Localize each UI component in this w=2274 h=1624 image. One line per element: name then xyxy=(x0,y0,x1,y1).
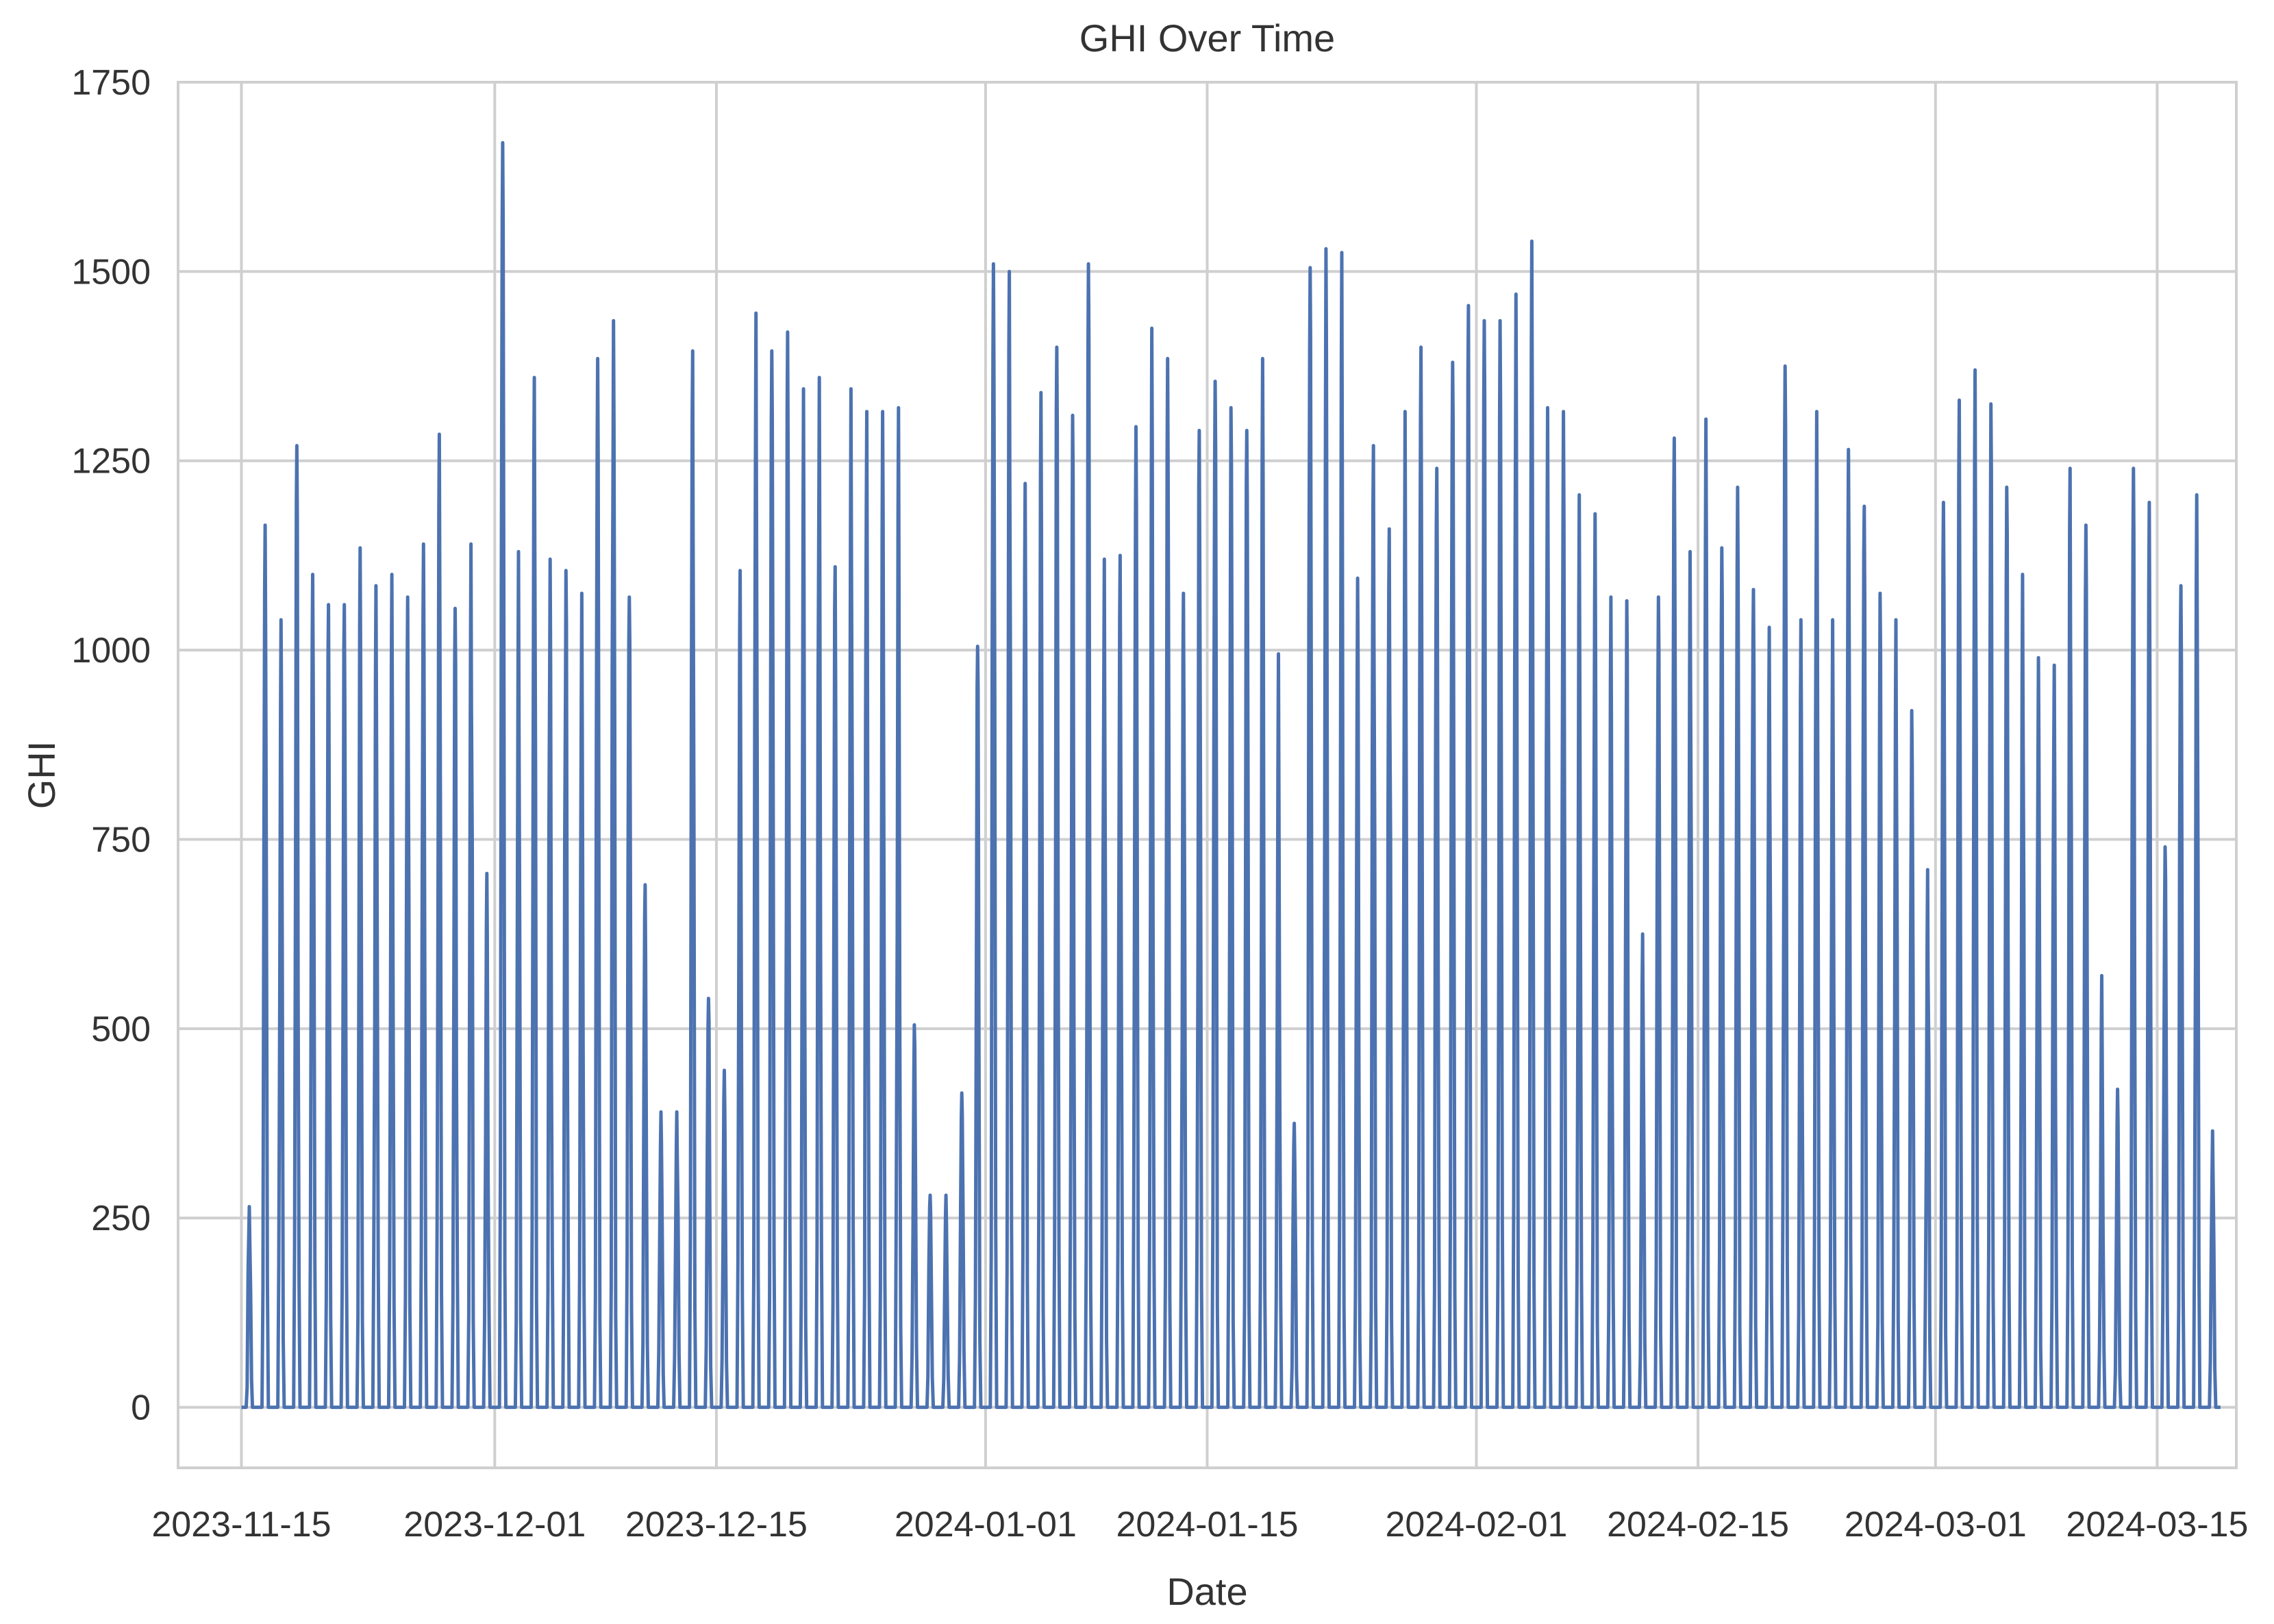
x-tick-label: 2024-02-01 xyxy=(1385,1505,1567,1545)
ghi-series-line-0 xyxy=(241,140,2221,1410)
series-layer xyxy=(241,140,2221,1410)
plot-frame xyxy=(177,81,2238,1469)
y-tick-label: 1500 xyxy=(71,252,151,292)
x-tick-label: 2023-11-15 xyxy=(151,1505,331,1545)
x-tick-label: 2024-03-01 xyxy=(1845,1505,2027,1545)
y-tick-label: 0 xyxy=(131,1388,151,1428)
x-gridlines xyxy=(240,82,2159,1468)
x-tick-label: 2024-02-15 xyxy=(1607,1505,1789,1545)
y-tick-label: 750 xyxy=(91,820,151,860)
x-tick-label: 2024-03-15 xyxy=(2066,1505,2248,1545)
x-tick-label: 2023-12-01 xyxy=(403,1505,586,1545)
y-tick-label: 1250 xyxy=(71,442,151,482)
x-axis-title: Date xyxy=(1166,1570,1247,1613)
x-tick-labels: 2023-11-15 2023-12-01 2023-12-15 2024-01-01… xyxy=(151,1505,2248,1545)
x-tick-label: 2024-01-01 xyxy=(895,1505,1077,1545)
y-tick-labels: 0 250 500 750 1000 1250 1500 1750 xyxy=(71,63,151,1428)
chart-title: GHI Over Time xyxy=(1079,16,1335,60)
y-axis-title: GHI xyxy=(20,741,63,810)
y-tick-label: 1000 xyxy=(71,631,151,671)
x-tick-label: 2023-12-15 xyxy=(625,1505,808,1545)
y-tick-label: 250 xyxy=(91,1199,151,1238)
y-tick-label: 500 xyxy=(91,1010,151,1049)
y-tick-label: 1750 xyxy=(71,63,151,103)
x-tick-label: 2024-01-15 xyxy=(1116,1505,1299,1545)
